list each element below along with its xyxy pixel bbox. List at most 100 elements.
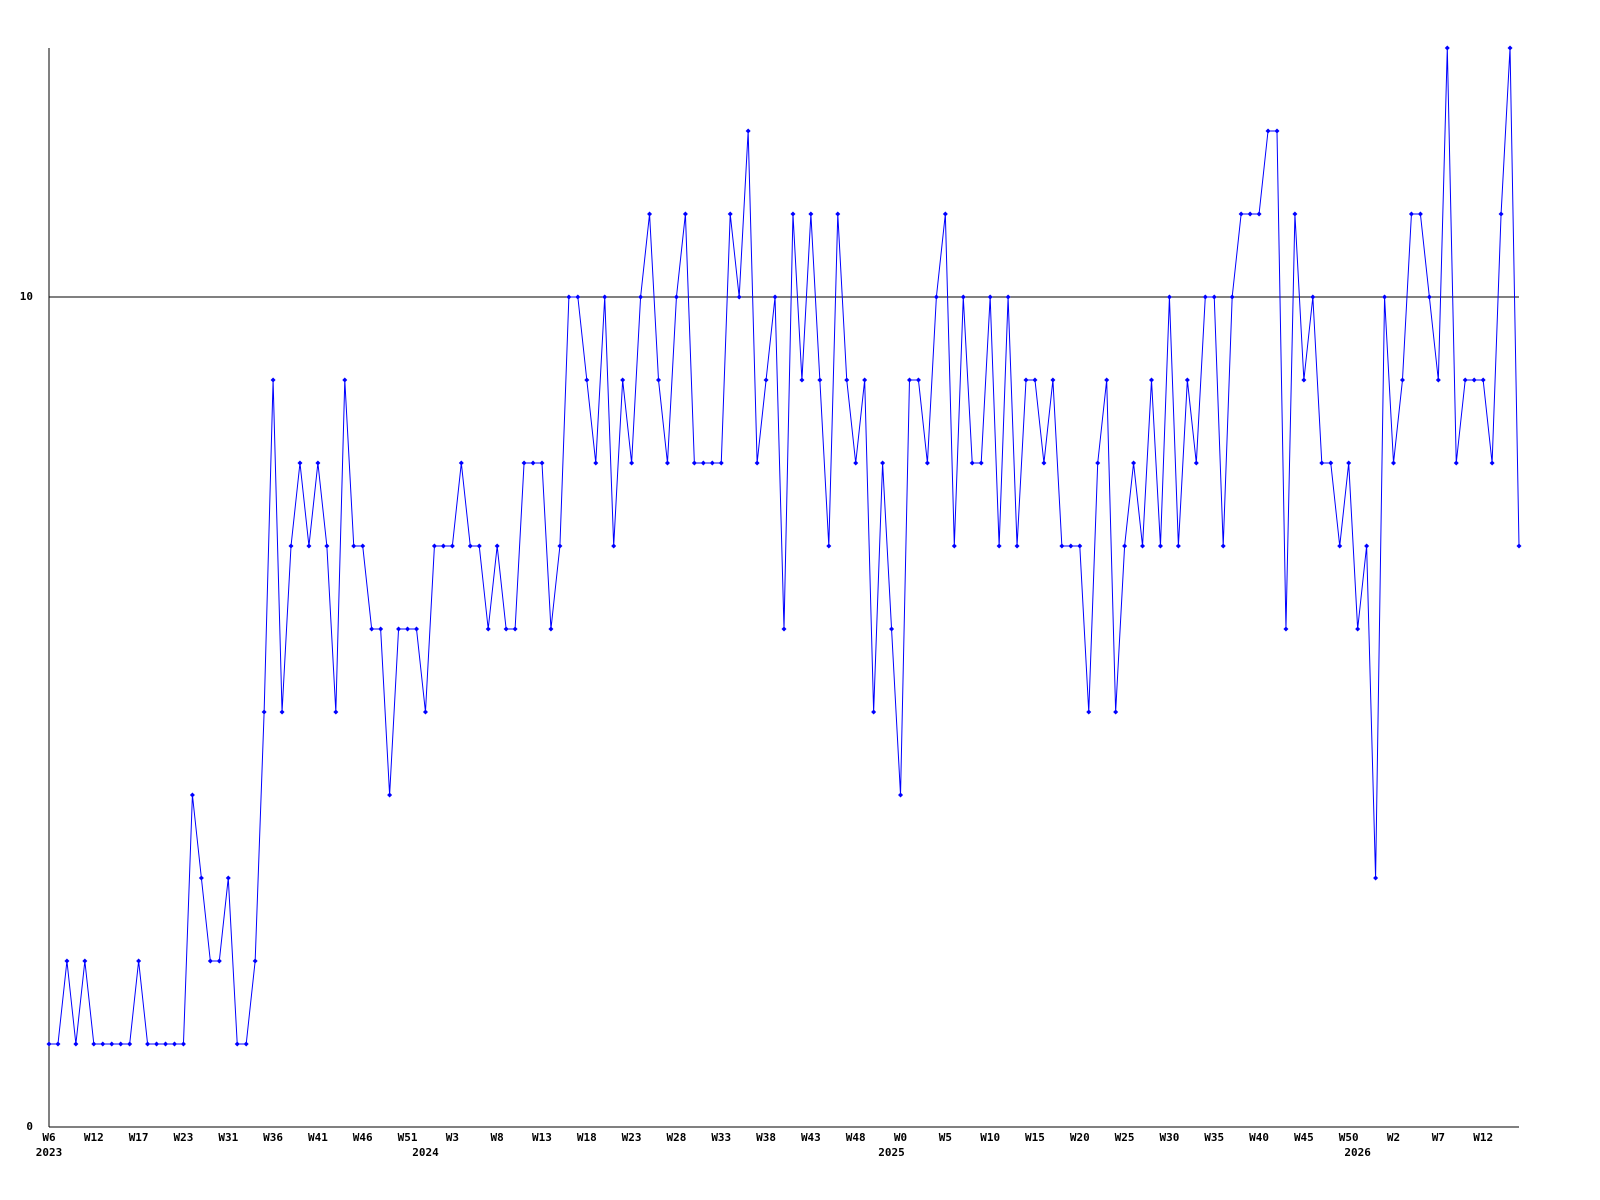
point-marker [1355, 626, 1361, 632]
point-marker [1498, 211, 1504, 217]
point-marker [414, 626, 419, 632]
x-tick-label: W33 [711, 1131, 731, 1144]
x-tick-label: W12 [1473, 1131, 1493, 1144]
point-marker [1077, 543, 1083, 549]
point-marker [871, 709, 877, 715]
x-tick-label: W15 [1025, 1131, 1045, 1144]
point-marker [1220, 543, 1226, 549]
point-marker [234, 1041, 240, 1047]
point-marker [1453, 460, 1459, 466]
point-marker [826, 543, 832, 549]
point-marker [154, 1041, 160, 1047]
point-marker [396, 626, 402, 632]
point-marker [1444, 45, 1450, 51]
point-marker [996, 543, 1002, 549]
point-marker [557, 543, 563, 549]
x-tick-label: W13 [532, 1131, 552, 1144]
point-marker [261, 709, 267, 715]
point-marker [387, 792, 393, 798]
point-marker [790, 211, 796, 217]
y-tick-label: 0 [26, 1120, 33, 1133]
x-tick-label: W5 [939, 1131, 952, 1144]
point-marker [530, 460, 536, 466]
point-marker [844, 377, 850, 383]
point-marker [1059, 543, 1065, 549]
point-marker [978, 460, 984, 466]
point-marker [1095, 460, 1101, 466]
point-marker [915, 377, 921, 383]
year-label: 2023 [36, 1146, 63, 1159]
point-marker [1373, 875, 1379, 881]
point-marker [1086, 709, 1092, 715]
point-marker [620, 377, 626, 383]
point-marker [647, 211, 653, 217]
point-marker [745, 128, 751, 134]
point-marker [485, 626, 491, 632]
point-marker [781, 626, 787, 632]
point-marker [629, 460, 635, 466]
point-marker [127, 1041, 133, 1047]
point-marker [898, 792, 904, 798]
point-marker [333, 709, 339, 715]
point-marker [1014, 543, 1020, 549]
point-marker [727, 211, 733, 217]
point-marker [1319, 460, 1325, 466]
point-marker [1041, 460, 1047, 466]
point-marker [709, 460, 715, 466]
x-tick-label: W2 [1387, 1131, 1400, 1144]
point-marker [691, 460, 697, 466]
point-marker [1337, 543, 1343, 549]
point-marker [189, 792, 195, 798]
point-marker [46, 1041, 52, 1047]
point-marker [1480, 377, 1486, 383]
point-marker [1104, 377, 1110, 383]
point-marker [1292, 211, 1298, 217]
point-marker [458, 460, 464, 466]
x-tick-label: W17 [129, 1131, 149, 1144]
point-marker [207, 958, 213, 964]
point-marker [1328, 460, 1334, 466]
x-tick-label: W10 [980, 1131, 1000, 1144]
series-line [49, 47, 1520, 1045]
x-tick-label: W6 [42, 1131, 56, 1144]
year-label: 2024 [412, 1146, 439, 1159]
point-marker [1131, 460, 1137, 466]
point-marker [718, 460, 724, 466]
point-marker [1417, 211, 1423, 217]
x-tick-label: W38 [756, 1131, 776, 1144]
point-marker [835, 211, 841, 217]
x-tick-label: W0 [894, 1131, 907, 1144]
point-marker [476, 543, 482, 549]
point-marker [664, 460, 670, 466]
x-tick-label: W43 [801, 1131, 821, 1144]
point-marker [360, 543, 366, 549]
point-marker [1507, 45, 1513, 51]
point-marker [279, 709, 285, 715]
x-tick-label: W12 [84, 1131, 104, 1144]
point-marker [772, 294, 778, 300]
point-marker [109, 1041, 115, 1047]
point-marker [987, 294, 993, 300]
point-marker [163, 1041, 169, 1047]
x-tick-label: W36 [263, 1131, 283, 1144]
x-tick-label: W46 [353, 1131, 373, 1144]
point-marker [145, 1041, 151, 1047]
point-marker [862, 377, 868, 383]
point-marker [297, 460, 303, 466]
point-marker [951, 543, 957, 549]
point-marker [1175, 543, 1181, 549]
point-marker [1399, 377, 1405, 383]
point-marker [467, 543, 473, 549]
point-marker [799, 377, 805, 383]
x-tick-label: W28 [667, 1131, 687, 1144]
point-marker [1516, 543, 1522, 549]
point-marker [700, 460, 706, 466]
point-marker [1023, 377, 1029, 383]
point-marker [817, 377, 823, 383]
point-marker [1391, 460, 1397, 466]
point-marker [763, 377, 769, 383]
point-marker [584, 377, 590, 383]
point-marker [1435, 377, 1441, 383]
point-marker [969, 460, 975, 466]
